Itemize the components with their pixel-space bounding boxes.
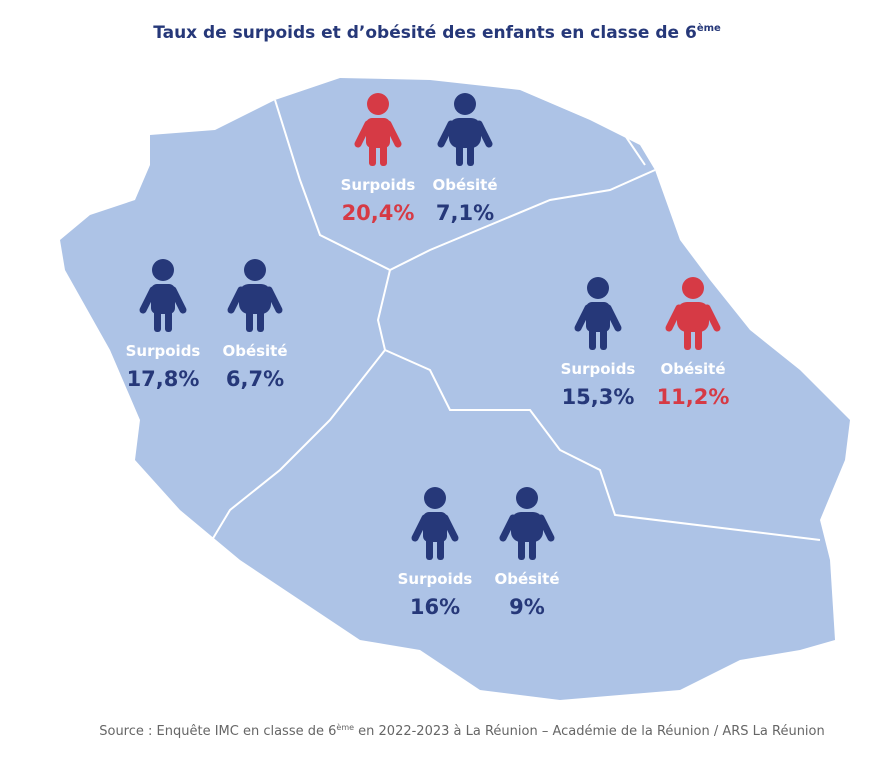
icon-head: [587, 277, 609, 299]
icon-arm: [537, 514, 555, 542]
indicator-label: Obésité: [494, 570, 559, 588]
icon-body: [239, 284, 271, 314]
person-icon: [574, 277, 622, 350]
icon-arm: [665, 304, 683, 332]
region-borders: [199, 99, 821, 561]
icon-arm: [475, 120, 493, 148]
icon-leg: [600, 326, 607, 350]
icon-head: [424, 487, 446, 509]
icon-body: [151, 284, 175, 314]
icon-leg: [257, 308, 264, 332]
indicator-value: 9%: [509, 595, 545, 619]
icon-arm: [411, 514, 429, 542]
icon-leg: [529, 536, 536, 560]
indicator-value: 6,7%: [226, 367, 284, 391]
title: Taux de surpoids et d’obésité des enfant…: [153, 22, 721, 43]
icon-leg: [426, 536, 433, 560]
person-icon: [411, 487, 459, 560]
icon-arm: [384, 120, 402, 148]
icon-body: [423, 512, 447, 542]
title-sup: ème: [697, 22, 721, 34]
icon-head: [516, 487, 538, 509]
source-sup: ème: [336, 722, 354, 732]
icon-arm: [604, 304, 622, 332]
icon-leg: [246, 308, 253, 332]
indicator-label: Surpoids: [126, 342, 201, 360]
indicator-label: Obésité: [660, 360, 725, 378]
icon-arm: [574, 304, 592, 332]
icon-arm: [265, 286, 283, 314]
icon-arm: [169, 286, 187, 314]
indicator-value: 11,2%: [657, 385, 730, 409]
icon-leg: [589, 326, 596, 350]
source-text: en 2022-2023 à La Réunion – Académie de …: [354, 724, 825, 739]
icon-body: [366, 118, 390, 148]
indicator-value: 7,1%: [436, 201, 494, 225]
icon-body: [511, 512, 543, 542]
person-icon: [354, 93, 402, 166]
indicator-value: 16%: [410, 595, 460, 619]
icon-arm: [437, 120, 455, 148]
person-icon: [139, 259, 187, 332]
person-icon: [665, 277, 721, 350]
icon-arm: [441, 514, 459, 542]
indicator-label: Surpoids: [341, 176, 416, 194]
indicator-value: 20,4%: [342, 201, 415, 225]
icon-arm: [227, 286, 245, 314]
icon-arm: [354, 120, 372, 148]
indicator-label: Obésité: [432, 176, 497, 194]
icon-body: [586, 302, 610, 332]
icon-leg: [456, 142, 463, 166]
icon-body: [677, 302, 709, 332]
icon-head: [367, 93, 389, 115]
icon-arm: [499, 514, 517, 542]
icon-leg: [165, 308, 172, 332]
icon-leg: [467, 142, 474, 166]
icon-leg: [380, 142, 387, 166]
indicator-label: Obésité: [222, 342, 287, 360]
indicator-value: 15,3%: [562, 385, 635, 409]
icon-head: [454, 93, 476, 115]
source: Source : Enquête IMC en classe de 6ème e…: [99, 722, 825, 739]
indicator-label: Surpoids: [398, 570, 473, 588]
title-text: Taux de surpoids et d’obésité des enfant…: [153, 23, 697, 43]
person-icon: [227, 259, 283, 332]
icon-head: [682, 277, 704, 299]
icon-arm: [139, 286, 157, 314]
person-icon: [499, 487, 555, 560]
icon-body: [449, 118, 481, 148]
icon-leg: [695, 326, 702, 350]
indicator-value: 17,8%: [127, 367, 200, 391]
person-icon: [437, 93, 493, 166]
icon-leg: [154, 308, 161, 332]
island: [60, 78, 850, 700]
icon-leg: [684, 326, 691, 350]
icon-leg: [518, 536, 525, 560]
icon-head: [244, 259, 266, 281]
icon-leg: [369, 142, 376, 166]
source-text: Source : Enquête IMC en classe de 6: [99, 724, 336, 739]
icon-head: [152, 259, 174, 281]
icon-arm: [703, 304, 721, 332]
indicator-label: Surpoids: [561, 360, 636, 378]
icon-leg: [437, 536, 444, 560]
